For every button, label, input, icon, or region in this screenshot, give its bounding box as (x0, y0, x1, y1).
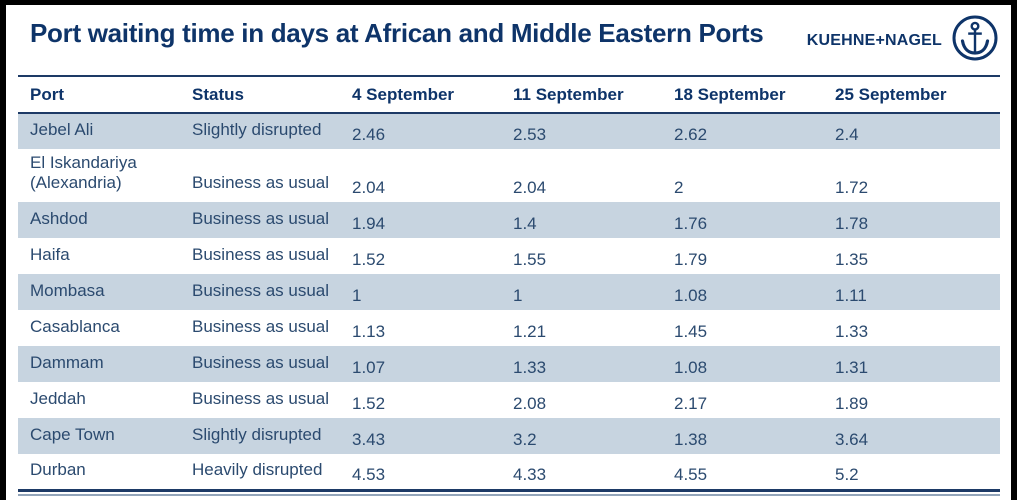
value-cell: 1.94 (352, 214, 386, 233)
value-cell: 3.43 (352, 430, 386, 449)
value-cell: 4.53 (340, 454, 501, 492)
value-cell: 1.13 (352, 322, 386, 341)
value-cell: 2.46 (352, 125, 386, 144)
column-header-week3: 18 September (662, 75, 823, 114)
value-cell: 1.38 (674, 430, 708, 449)
port-waiting-table: Port Status 4 September 11 September 18 … (18, 75, 1000, 492)
value-cell: 4.55 (662, 454, 823, 492)
value-cell: 1.76 (674, 214, 708, 233)
table-container: Port Status 4 September 11 September 18 … (18, 75, 1000, 496)
table-header-row: Port Status 4 September 11 September 18 … (18, 75, 1000, 114)
table-row: Casablanca Business as usual 1.13 1.21 1.45 1… (18, 310, 1000, 346)
value-cell: 1.08 (674, 358, 708, 377)
value-cell: 1.33 (835, 322, 869, 341)
value-cell: 2.08 (513, 394, 547, 413)
value-cell: 1.89 (835, 394, 869, 413)
value-cell: 1.33 (513, 358, 547, 377)
value-cell: 5.2 (823, 454, 1000, 492)
table-bottom-rule (18, 493, 1000, 496)
value-cell: 1.11 (835, 286, 867, 305)
value-cell: 1.78 (835, 214, 869, 233)
status-cell: Business as usual (192, 353, 330, 372)
kuehne-nagel-logo: KUEHNE+NAGEL (807, 14, 999, 67)
value-cell: 2.17 (674, 394, 708, 413)
value-cell: 1.45 (674, 322, 708, 341)
table-row: El Iskandariya (Alexandria) Business as u… (18, 149, 1000, 202)
report-panel: Port waiting time in days at African and… (6, 5, 1011, 500)
value-cell: 1.79 (674, 250, 708, 269)
status-cell: Business as usual (192, 317, 330, 336)
value-cell: 2.62 (674, 125, 708, 144)
value-cell: 1.08 (674, 286, 708, 305)
port-cell: Mombasa (30, 281, 105, 300)
value-cell: 3.2 (513, 430, 537, 449)
status-cell: Business as usual (192, 389, 330, 408)
status-cell: Heavily disrupted (180, 454, 340, 492)
anchor-icon (951, 14, 999, 67)
report-header: Port waiting time in days at African and… (6, 5, 1011, 63)
port-cell: Jeddah (30, 389, 86, 408)
value-cell: 1.55 (513, 250, 547, 269)
value-cell: 3.64 (835, 430, 869, 449)
value-cell: 1.35 (835, 250, 869, 269)
value-cell: 1.21 (513, 322, 547, 341)
value-cell: 1.4 (513, 214, 537, 233)
status-cell: Business as usual (192, 209, 330, 228)
table-row: Mombasa Business as usual 1 1 1.08 1.11 (18, 274, 1000, 310)
value-cell: 2.04 (352, 178, 386, 197)
page-title: Port waiting time in days at African and… (30, 18, 764, 48)
port-cell: Durban (18, 454, 180, 492)
value-cell: 1.72 (835, 178, 869, 197)
status-cell: Slightly disrupted (192, 120, 322, 139)
port-cell: Dammam (30, 353, 104, 372)
column-header-week4: 25 September (823, 75, 1000, 114)
table-row: Jebel Ali Slightly disrupted 2.46 2.53 2.62 2… (18, 113, 1000, 149)
table-body: Jebel Ali Slightly disrupted 2.46 2.53 2.62 2… (18, 113, 1000, 492)
port-cell: Cape Town (30, 425, 115, 444)
value-cell: 1 (352, 286, 362, 305)
value-cell: 2.4 (835, 125, 859, 144)
value-cell: 2.04 (513, 178, 547, 197)
table-row: Jeddah Business as usual 1.52 2.08 2.17 1.89 (18, 382, 1000, 418)
table-row: Ashdod Business as usual 1.94 1.4 1.76 1.78 (18, 202, 1000, 238)
value-cell: 1.52 (352, 394, 386, 413)
logo-wordmark: KUEHNE+NAGEL (806, 31, 942, 49)
status-cell: Business as usual (192, 173, 330, 192)
status-cell: Slightly disrupted (192, 425, 322, 444)
column-header-port: Port (18, 75, 180, 114)
column-header-status: Status (180, 75, 340, 114)
table-row: Haifa Business as usual 1.52 1.55 1.79 1.35 (18, 238, 1000, 274)
status-cell: Business as usual (192, 281, 330, 300)
port-cell: Ashdod (30, 209, 88, 228)
value-cell: 1.52 (352, 250, 386, 269)
table-row: Dammam Business as usual 1.07 1.33 1.08 1.31 (18, 346, 1000, 382)
port-cell: El Iskandariya (Alexandria) (30, 153, 137, 192)
value-cell: 4.33 (501, 454, 662, 492)
column-header-week1: 4 September (340, 75, 501, 114)
table-row: Cape Town Slightly disrupted 3.43 3.2 1.38 3.… (18, 418, 1000, 454)
table-row: Durban Heavily disrupted 4.53 4.33 4.55 5.2 (18, 454, 1000, 492)
value-cell: 2.53 (513, 125, 547, 144)
port-cell: Casablanca (30, 317, 120, 336)
value-cell: 2 (674, 178, 684, 197)
port-cell: Haifa (30, 245, 70, 264)
value-cell: 1.07 (352, 358, 386, 377)
value-cell: 1 (513, 286, 523, 305)
value-cell: 1.31 (835, 358, 869, 377)
column-header-week2: 11 September (501, 75, 662, 114)
port-cell: Jebel Ali (30, 120, 94, 139)
status-cell: Business as usual (192, 245, 330, 264)
